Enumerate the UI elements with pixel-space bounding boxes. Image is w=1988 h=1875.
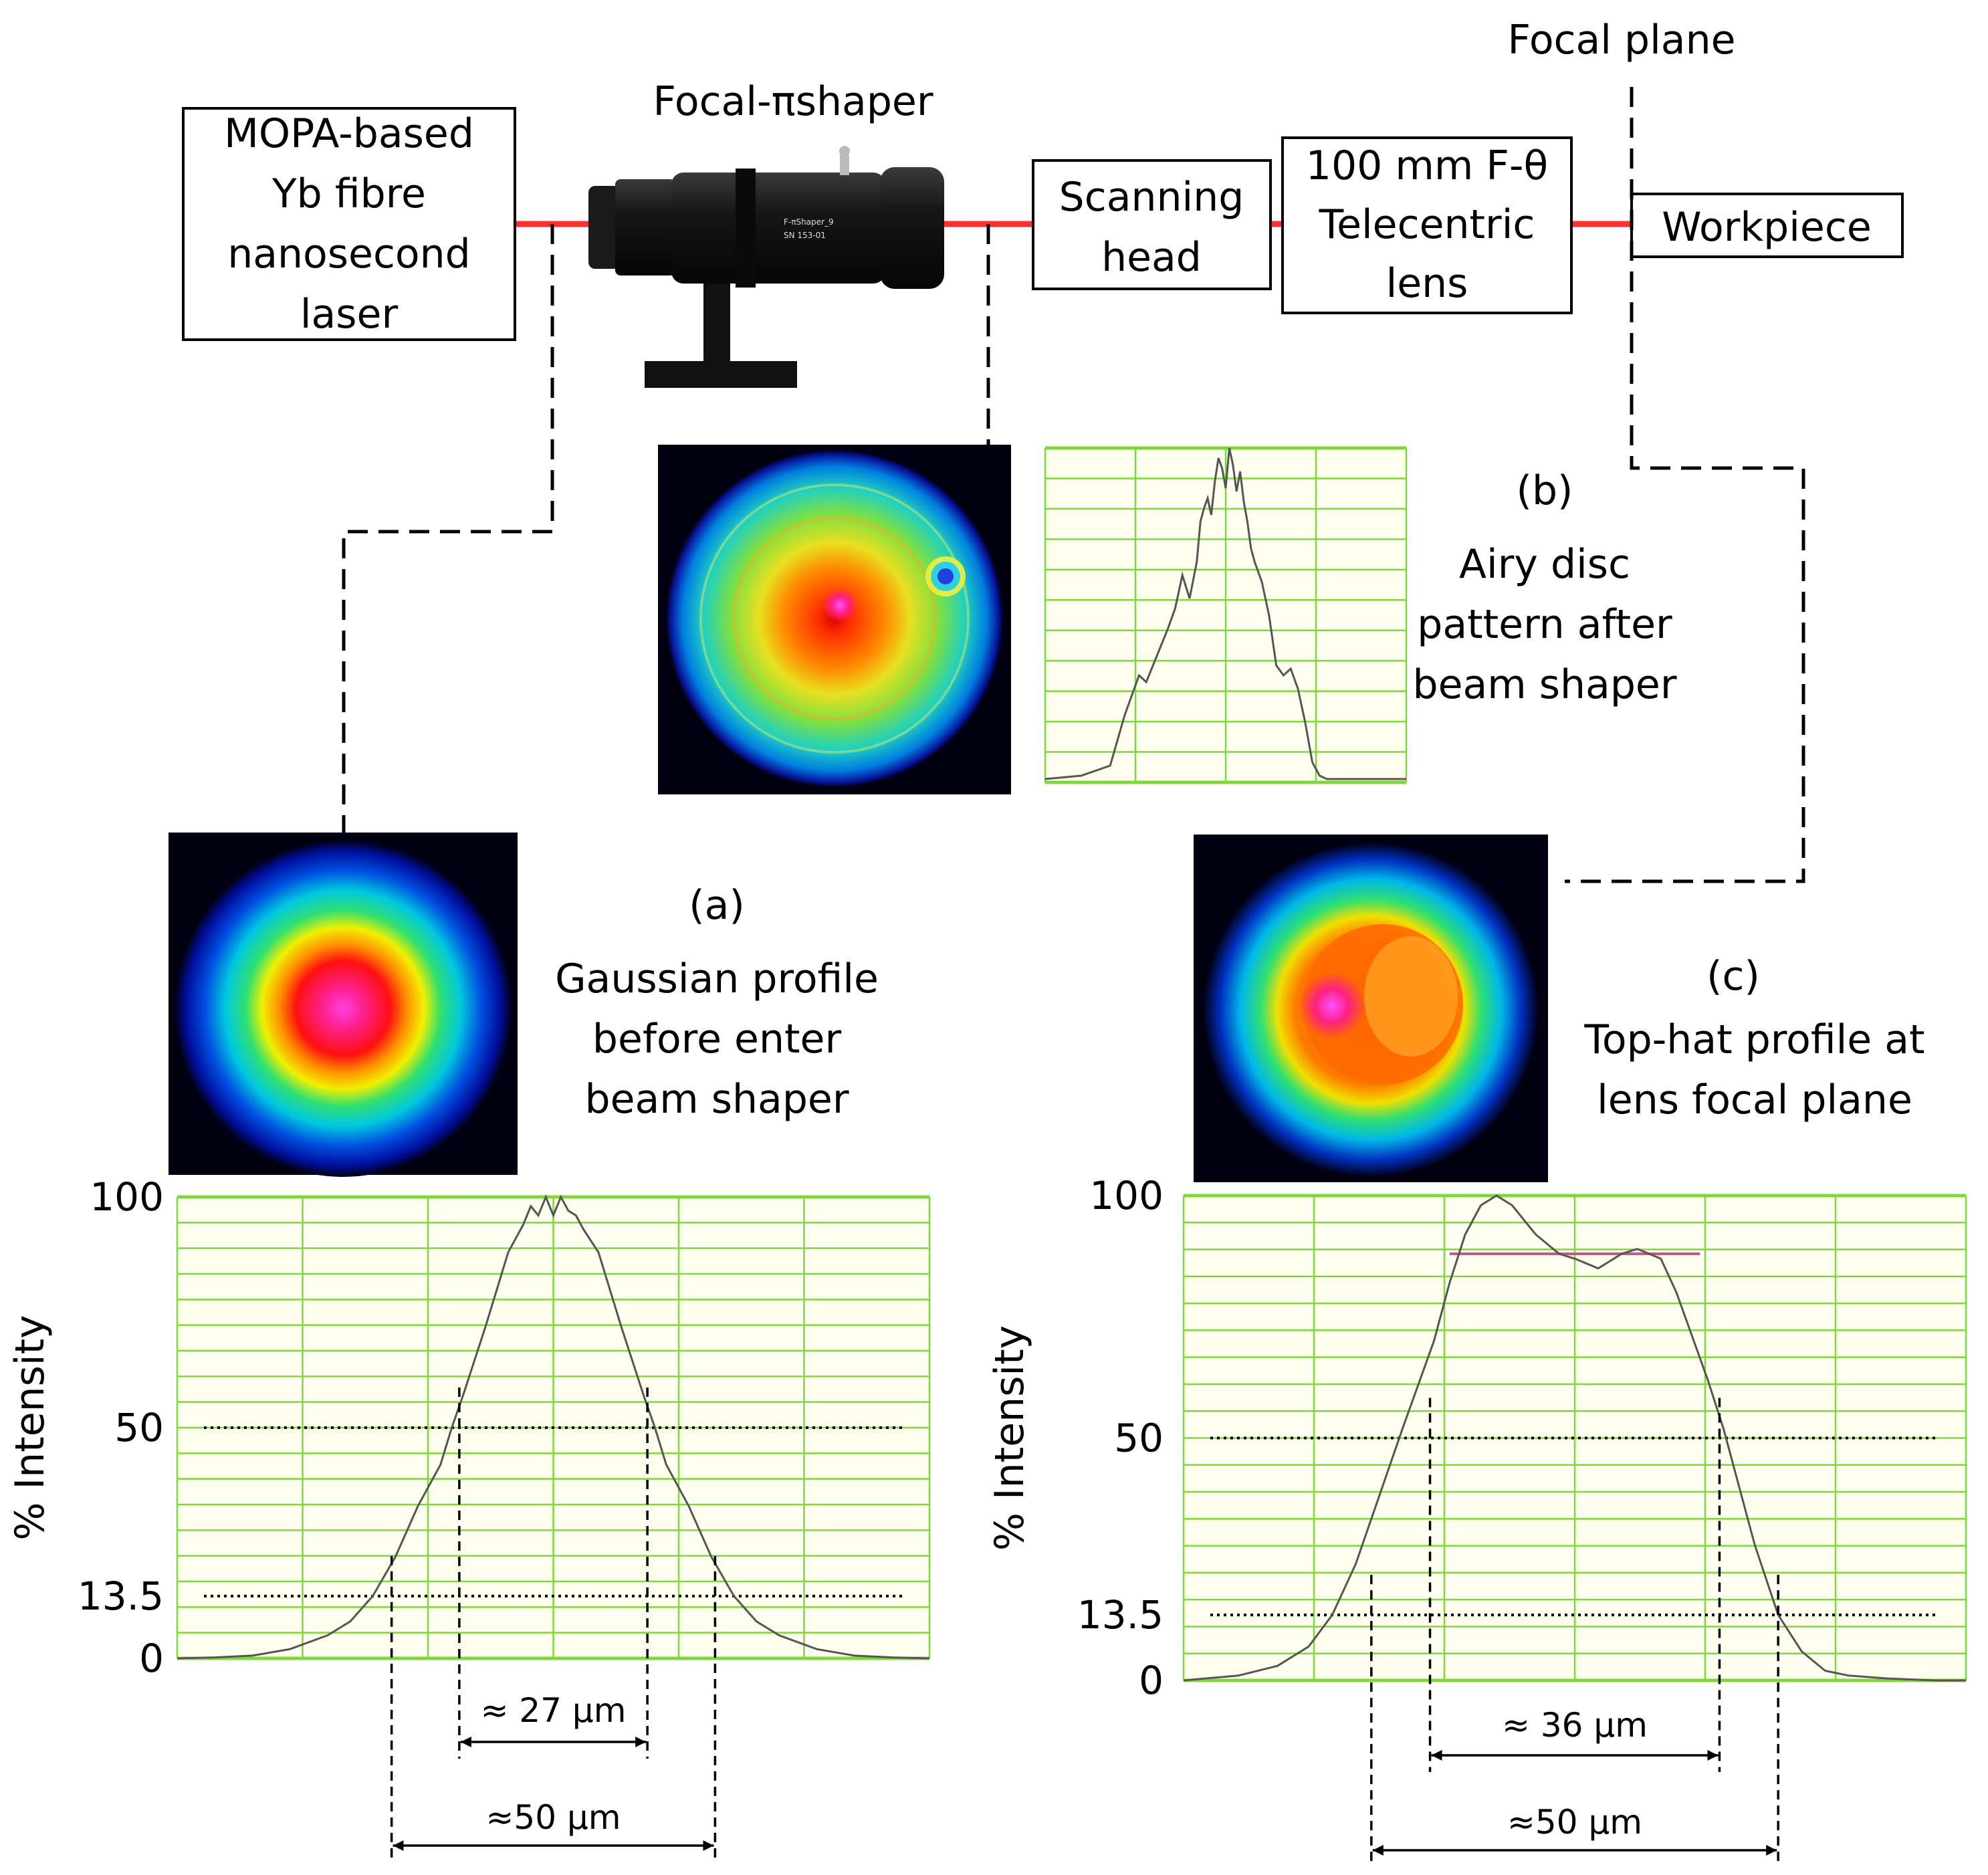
shaper-body-text-1: F-πShaper_9 xyxy=(784,217,834,227)
chart-a-y-tick-label: 0 xyxy=(139,1636,164,1681)
chart-a-width-label: ≈50 µm xyxy=(486,1798,621,1837)
panel-c-caption-line-2: lens focal plane xyxy=(1597,1077,1912,1123)
chart-a-intensity-curve xyxy=(177,1194,930,1660)
panel-a-caption-line-3: beam shaper xyxy=(584,1076,849,1123)
beam-shaper-icon: F-πShaper_9 SN 153-01 xyxy=(588,146,944,388)
chart-c-intensity-curve xyxy=(1183,1194,1966,1682)
scanning-head-label-line-1: Scanning xyxy=(1059,174,1244,221)
workpiece-label: Workpiece xyxy=(1662,204,1872,251)
lens-label-line-1: 100 mm F-θ xyxy=(1306,142,1548,189)
panel-c-tag: (c) xyxy=(1706,953,1760,1000)
connector-laser-to-panel-a xyxy=(342,224,554,833)
shaper-label: Focal-πshaper xyxy=(653,78,933,125)
panel-c-caption: (c) Top-hat profile at lens focal plane xyxy=(1583,953,1924,1123)
focal-plane-label: Focal plane xyxy=(1507,17,1735,64)
laser-label-line-3: nanosecond xyxy=(227,231,471,278)
panel-b-caption: (b) Airy disc pattern after beam shaper xyxy=(1412,467,1676,708)
chart-b-intensity-curve xyxy=(1044,447,1406,780)
chart-c-y-tick-label: 0 xyxy=(1139,1658,1164,1703)
laser-label-line-4: laser xyxy=(300,291,399,338)
chart-a-y-axis-label: % Intensity xyxy=(7,1315,53,1540)
workpiece-box: Workpiece xyxy=(1630,193,1904,258)
lens-label-line-2: Telecentric xyxy=(1319,201,1535,248)
panel-a-caption-line-2: before enter xyxy=(592,1016,842,1063)
chart-a-y-tick-label: 100 xyxy=(90,1174,164,1220)
shaper-body-text-2: SN 153-01 xyxy=(784,231,826,240)
chart-c-y-tick-label: 50 xyxy=(1114,1416,1164,1461)
chart-a-width-label: ≈ 27 µm xyxy=(481,1691,627,1730)
top-hat-beam-image xyxy=(1194,835,1548,1182)
panel-a-caption: (a) Gaussian profile before enter beam s… xyxy=(555,882,879,1123)
panel-c-caption-line-1: Top-hat profile at xyxy=(1583,1016,1924,1063)
panel-a-tag: (a) xyxy=(689,882,745,929)
laser-label-line-1: MOPA-based xyxy=(224,110,474,157)
chart-a-y-tick-label: 50 xyxy=(114,1405,164,1450)
gaussian-beam-image xyxy=(169,833,518,1177)
scanning-head-label-line-2: head xyxy=(1101,234,1202,281)
chart-c-y-axis-label: % Intensity xyxy=(986,1325,1033,1551)
panel-b-tag: (b) xyxy=(1517,467,1573,514)
airy-disc-beam-image xyxy=(658,445,1011,794)
laser-box: MOPA-based Yb fibre nanosecond laser xyxy=(182,107,516,341)
top-hat-profile-chart: 100 50 13.5 0 % Intensity ≈ 36 µm ≈50 µm xyxy=(986,1173,1967,1867)
chart-c-y-tick-label: 13.5 xyxy=(1077,1592,1164,1638)
chart-c-width-label: ≈ 36 µm xyxy=(1502,1706,1648,1745)
chart-c-y-tick-label: 100 xyxy=(1089,1173,1164,1218)
panel-b-caption-line-2: pattern after xyxy=(1417,601,1672,648)
chart-a-y-tick-label: 13.5 xyxy=(78,1573,164,1619)
connector-focal-plane-to-panel-c xyxy=(1565,87,1805,883)
panel-a-caption-line-1: Gaussian profile xyxy=(555,956,879,1002)
lens-label-line-3: lens xyxy=(1386,260,1468,307)
panel-b-caption-line-3: beam shaper xyxy=(1412,661,1676,708)
airy-disc-profile-chart xyxy=(1044,446,1408,784)
laser-label-line-2: Yb fibre xyxy=(271,171,426,217)
gaussian-profile-chart: 100 50 13.5 0 % Intensity ≈ 27 µm ≈50 µm xyxy=(7,1174,931,1862)
scanning-head-box: Scanning head xyxy=(1032,159,1272,290)
lens-box: 100 mm F-θ Telecentric lens xyxy=(1281,136,1573,314)
dashed-connectors xyxy=(342,87,1805,883)
chart-c-width-label: ≈50 µm xyxy=(1507,1803,1642,1842)
panel-b-caption-line-1: Airy disc xyxy=(1459,541,1630,588)
